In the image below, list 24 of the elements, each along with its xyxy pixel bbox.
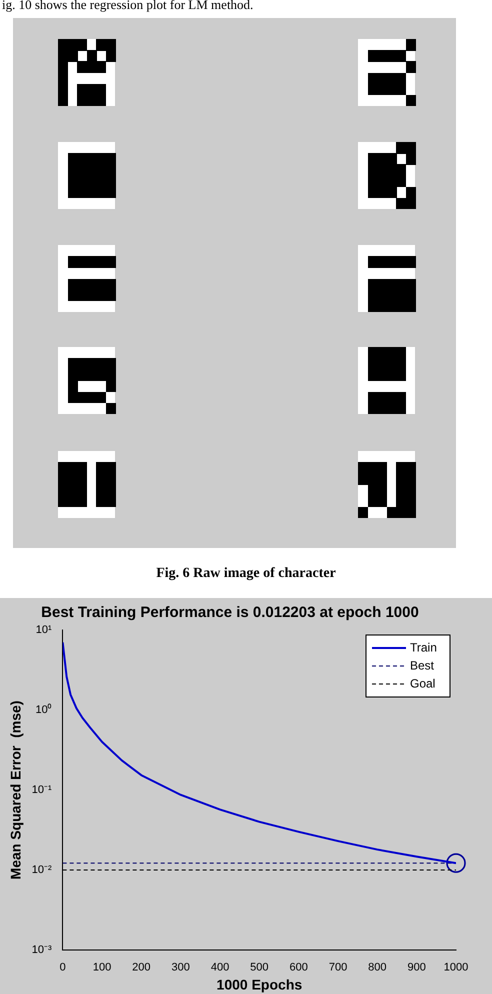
x-tick-label: 200: [132, 962, 151, 974]
legend-label: Best: [410, 658, 435, 672]
x-tick-label: 100: [92, 962, 112, 974]
y-tick-label: 10⁻³: [32, 944, 52, 956]
y-axis-title: Mean Squared Error (mse): [7, 700, 24, 880]
x-tick-label: 0: [60, 962, 66, 974]
text: ig. 10 shows the regression plot for LM method.: [2, 0, 254, 13]
x-tick-label: 800: [368, 962, 387, 974]
x-tick-label: 900: [407, 962, 426, 974]
y-tick-label: 10⁻¹: [32, 784, 52, 796]
legend-label: Goal: [410, 676, 436, 690]
y-tick-label: 10¹: [36, 624, 52, 636]
caption: Fig. 6 Raw image of character: [155, 566, 337, 582]
x-tick-label: 600: [290, 962, 308, 974]
x-tick-label: 300: [172, 962, 190, 974]
x-tick-label: 400: [210, 962, 230, 974]
x-axis-title: 1000 Epochs: [216, 976, 302, 992]
legend-label: Train: [410, 640, 437, 654]
y-tick-label: 10⁰: [35, 703, 52, 716]
x-tick-label: 700: [328, 962, 348, 974]
x-tick-label: 500: [250, 962, 269, 974]
x-tick-label: 1000: [444, 962, 468, 974]
y-tick-label: 10⁻²: [32, 864, 52, 876]
chart-title: Best Training Performance is 0.012203 at epoch 1000: [41, 604, 419, 622]
